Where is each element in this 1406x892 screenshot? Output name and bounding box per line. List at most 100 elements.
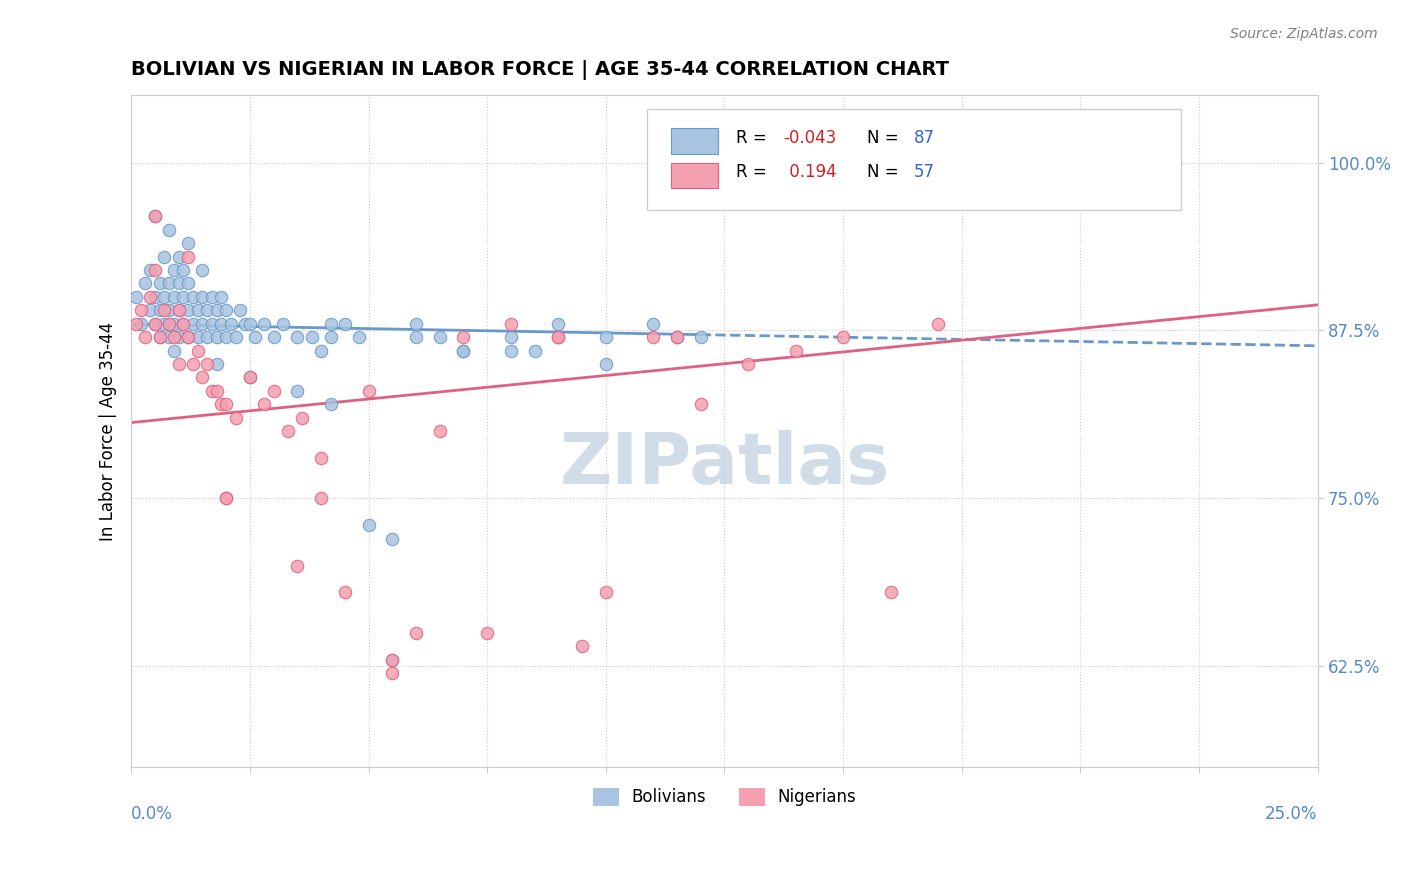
Point xyxy=(333,585,356,599)
FancyBboxPatch shape xyxy=(671,128,718,153)
FancyBboxPatch shape xyxy=(671,162,718,188)
Point xyxy=(475,625,498,640)
Point xyxy=(134,277,156,291)
Point xyxy=(523,343,546,358)
Point xyxy=(149,330,172,344)
Point xyxy=(453,343,475,358)
Point xyxy=(665,330,688,344)
Point xyxy=(181,357,204,371)
Point xyxy=(177,250,200,264)
Point xyxy=(547,330,569,344)
Point xyxy=(153,250,176,264)
Point xyxy=(233,317,256,331)
Point xyxy=(195,303,218,318)
Point xyxy=(187,303,209,318)
Point xyxy=(285,384,308,398)
Point xyxy=(927,317,949,331)
Point xyxy=(191,290,214,304)
Point xyxy=(643,317,665,331)
Point xyxy=(285,330,308,344)
Text: BOLIVIAN VS NIGERIAN IN LABOR FORCE | AGE 35-44 CORRELATION CHART: BOLIVIAN VS NIGERIAN IN LABOR FORCE | AG… xyxy=(131,60,949,79)
Point xyxy=(405,317,427,331)
Point xyxy=(149,277,172,291)
Point xyxy=(172,263,194,277)
Point xyxy=(149,303,172,318)
Point xyxy=(301,330,323,344)
Point xyxy=(277,424,299,438)
Point xyxy=(832,330,855,344)
Point xyxy=(201,384,224,398)
Point xyxy=(125,290,148,304)
Point xyxy=(157,303,180,318)
Y-axis label: In Labor Force | Age 35-44: In Labor Force | Age 35-44 xyxy=(100,322,117,541)
Point xyxy=(405,625,427,640)
Point xyxy=(309,491,332,506)
Point xyxy=(167,357,190,371)
Point xyxy=(381,652,404,666)
Point xyxy=(143,263,166,277)
Point xyxy=(271,317,294,331)
Point xyxy=(143,317,166,331)
Point xyxy=(453,330,475,344)
Point xyxy=(181,290,204,304)
Point xyxy=(205,303,228,318)
Text: 0.0%: 0.0% xyxy=(131,805,173,822)
Point xyxy=(595,357,617,371)
Point xyxy=(129,303,152,318)
Text: N =: N = xyxy=(866,163,904,181)
Legend: Bolivians, Nigerians: Bolivians, Nigerians xyxy=(586,780,863,813)
Point xyxy=(181,317,204,331)
Point xyxy=(167,303,190,318)
Point xyxy=(357,384,380,398)
Point xyxy=(157,277,180,291)
Point xyxy=(163,290,186,304)
Point xyxy=(225,330,247,344)
Point xyxy=(239,370,262,384)
Point xyxy=(219,317,242,331)
Point xyxy=(167,330,190,344)
Point xyxy=(195,330,218,344)
FancyBboxPatch shape xyxy=(647,109,1181,210)
Point xyxy=(129,317,152,331)
Text: 57: 57 xyxy=(914,163,935,181)
Point xyxy=(157,317,180,331)
Text: R =: R = xyxy=(737,128,772,147)
Point xyxy=(547,317,569,331)
Point xyxy=(191,370,214,384)
Point xyxy=(381,652,404,666)
Point xyxy=(187,330,209,344)
Point xyxy=(319,330,342,344)
Point xyxy=(209,397,232,411)
Point xyxy=(125,317,148,331)
Point xyxy=(319,397,342,411)
Text: -0.043: -0.043 xyxy=(783,128,837,147)
Point xyxy=(139,263,162,277)
Point xyxy=(177,330,200,344)
Point xyxy=(309,451,332,466)
Point xyxy=(149,330,172,344)
Point xyxy=(737,357,759,371)
Point xyxy=(499,317,522,331)
Point xyxy=(163,263,186,277)
Point xyxy=(177,277,200,291)
Point xyxy=(285,558,308,573)
Point xyxy=(153,317,176,331)
Text: ZIPatlas: ZIPatlas xyxy=(560,430,890,500)
Point xyxy=(499,330,522,344)
Point xyxy=(309,343,332,358)
Point xyxy=(547,330,569,344)
Point xyxy=(239,317,262,331)
Point xyxy=(167,277,190,291)
Point xyxy=(143,210,166,224)
Point xyxy=(405,330,427,344)
Point xyxy=(453,343,475,358)
Point xyxy=(595,330,617,344)
Point xyxy=(785,343,807,358)
Point xyxy=(215,491,238,506)
Point xyxy=(347,330,370,344)
Point xyxy=(689,330,711,344)
Point xyxy=(177,303,200,318)
Point xyxy=(253,397,276,411)
Point xyxy=(134,330,156,344)
Point xyxy=(163,330,186,344)
